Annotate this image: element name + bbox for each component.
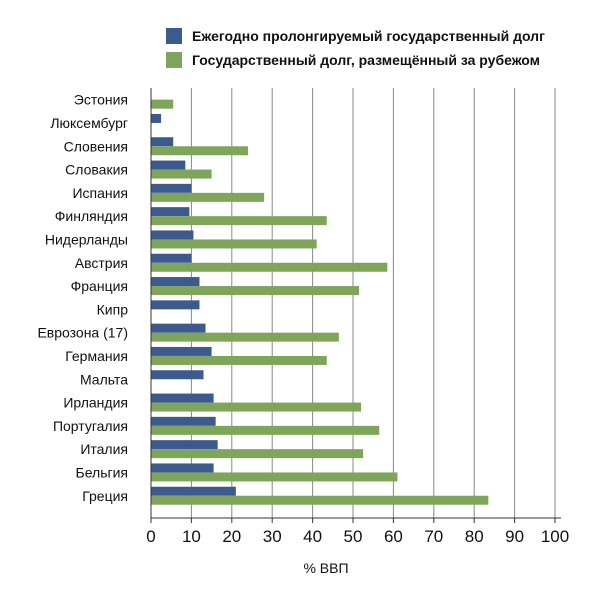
bar-foreign-held-debt-16 — [151, 472, 398, 482]
bar-foreign-held-debt-17 — [151, 495, 489, 505]
category-label-11: Германия — [65, 348, 128, 364]
category-label-8: Франция — [71, 278, 128, 294]
legend-label-rollover-debt: Ежегодно пролонгируемый государственный … — [192, 28, 545, 44]
bar-foreign-held-debt-4 — [151, 192, 265, 202]
bar-foreign-held-debt-11 — [151, 355, 327, 365]
x-tick-label-50: 50 — [344, 527, 363, 546]
x-tick-label-70: 70 — [424, 527, 443, 546]
bar-rollover-debt-14 — [151, 416, 216, 426]
bar-foreign-held-debt-15 — [151, 449, 364, 459]
bar-foreign-held-debt-14 — [151, 425, 380, 435]
bar-foreign-held-debt-7 — [151, 262, 388, 272]
legend-swatch-foreign-held-debt — [166, 52, 182, 68]
bar-rollover-debt-12 — [151, 370, 204, 380]
bar-foreign-held-debt-0 — [151, 99, 174, 109]
category-label-5: Финляндия — [55, 208, 128, 224]
bar-foreign-held-debt-8 — [151, 286, 360, 296]
bar-rollover-debt-8 — [151, 277, 200, 287]
category-label-12: Мальта — [80, 371, 128, 387]
bar-rollover-debt-11 — [151, 346, 212, 356]
bar-foreign-held-debt-2 — [151, 146, 248, 156]
category-label-10: Еврозона (17) — [37, 325, 128, 341]
bar-rollover-debt-9 — [151, 300, 200, 310]
category-label-17: Греция — [82, 488, 128, 504]
category-label-7: Австрия — [75, 255, 128, 271]
bar-rollover-debt-2 — [151, 137, 174, 147]
x-tick-label-10: 10 — [182, 527, 201, 546]
category-label-4: Испания — [72, 185, 128, 201]
category-label-2: Словения — [64, 138, 128, 154]
category-label-0: Эстония — [74, 92, 128, 108]
legend-item-foreign-held-debt: Государственный долг, размещённый за руб… — [166, 48, 545, 72]
x-tick-label-60: 60 — [384, 527, 403, 546]
x-tick-label-20: 20 — [222, 527, 241, 546]
legend-item-rollover-debt: Ежегодно пролонгируемый государственный … — [166, 24, 545, 48]
x-axis-label: % ВВП — [303, 560, 348, 576]
x-tick-label-100: 100 — [541, 527, 569, 546]
legend-label-foreign-held-debt: Государственный долг, размещённый за руб… — [192, 52, 541, 68]
category-label-16: Бельгия — [76, 464, 128, 480]
bar-rollover-debt-15 — [151, 440, 218, 450]
category-label-15: Италия — [80, 441, 128, 457]
category-label-13: Ирландия — [63, 395, 128, 411]
bar-foreign-held-debt-6 — [151, 239, 317, 249]
x-tick-label-30: 30 — [263, 527, 282, 546]
bar-rollover-debt-13 — [151, 393, 214, 403]
bar-rollover-debt-17 — [151, 486, 236, 496]
category-label-6: Нидерланды — [45, 231, 128, 247]
x-tick-label-0: 0 — [146, 527, 155, 546]
bar-foreign-held-debt-5 — [151, 216, 327, 226]
bar-foreign-held-debt-3 — [151, 169, 212, 179]
category-label-3: Словакия — [65, 162, 128, 178]
category-label-14: Португалия — [53, 418, 128, 434]
category-label-9: Кипр — [97, 301, 129, 317]
bar-rollover-debt-10 — [151, 323, 206, 333]
legend-swatch-rollover-debt — [166, 28, 182, 44]
bar-rollover-debt-5 — [151, 207, 190, 217]
bar-rollover-debt-3 — [151, 160, 186, 170]
x-tick-label-90: 90 — [505, 527, 524, 546]
chart-legend: Ежегодно пролонгируемый государственный … — [166, 24, 545, 72]
bar-rollover-debt-1 — [151, 113, 162, 123]
x-tick-label-80: 80 — [465, 527, 484, 546]
bar-rollover-debt-6 — [151, 230, 194, 240]
bar-foreign-held-debt-13 — [151, 402, 362, 412]
x-tick-label-40: 40 — [303, 527, 322, 546]
bar-foreign-held-debt-10 — [151, 332, 339, 342]
bar-rollover-debt-7 — [151, 253, 192, 263]
bar-rollover-debt-4 — [151, 183, 192, 193]
category-label-1: Люксембург — [50, 115, 128, 131]
bar-rollover-debt-16 — [151, 463, 214, 473]
